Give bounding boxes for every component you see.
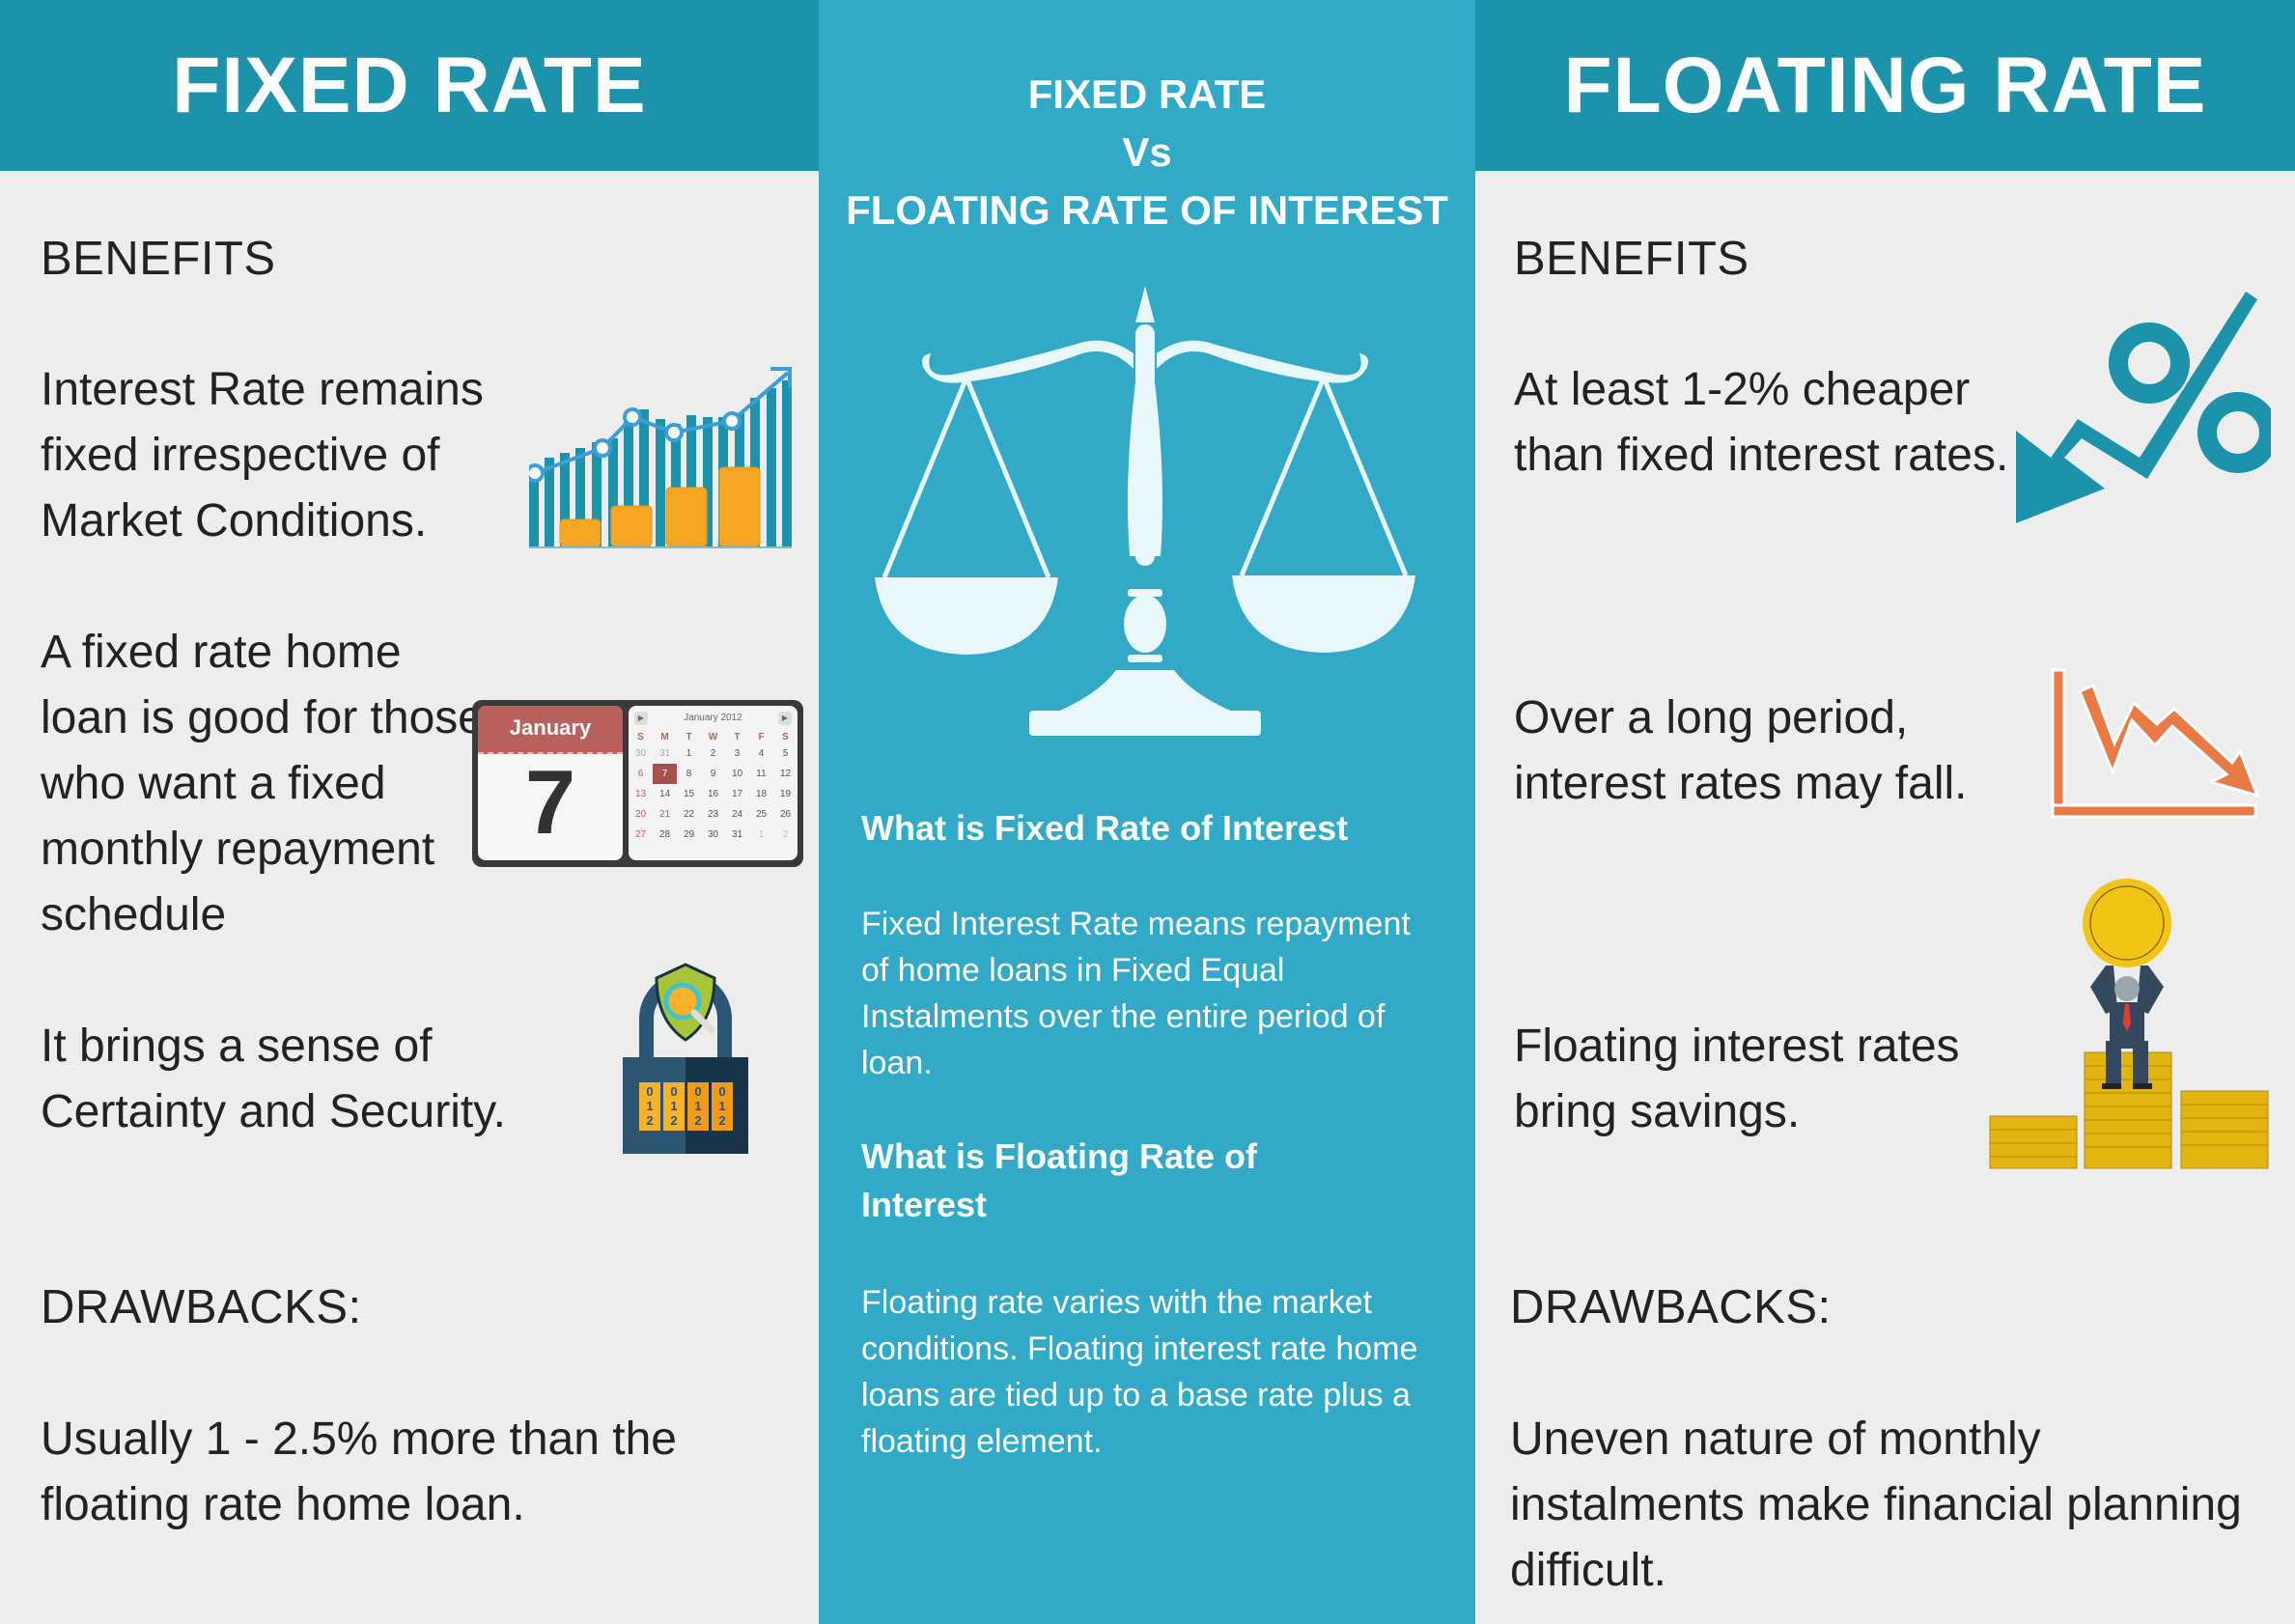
lock-digit: 0	[670, 1084, 677, 1099]
day-cell: 20	[634, 809, 647, 820]
floating-drawbacks-label: DRAWBACKS:	[1510, 1281, 1832, 1333]
weekday: M	[660, 732, 669, 742]
combination-padlock-shield-icon: 012 012 012 012	[623, 963, 748, 1154]
floating-benefit-1: At least 1-2% cheaper than fixed interes…	[1514, 364, 2009, 481]
day-cell: 19	[779, 789, 792, 799]
day-cell: 1	[758, 829, 765, 840]
day-cell: 31	[731, 829, 743, 840]
day-cell: 13	[634, 789, 647, 799]
lock-digit: 2	[646, 1113, 653, 1128]
day-cell: 26	[779, 809, 792, 820]
day-cell: 3	[734, 748, 741, 759]
title-line-floating: FLOATING RATE OF INTEREST	[846, 187, 1448, 233]
day-cell: 29	[683, 829, 695, 840]
calendar-header: January 2012	[684, 713, 742, 723]
floating-benefit-2: Over a long period, interest rates may f…	[1514, 692, 1968, 809]
lock-digit: 1	[646, 1099, 653, 1113]
day-cell: 30	[707, 829, 719, 840]
lock-digit: 0	[646, 1084, 653, 1099]
day-cell: 21	[658, 809, 671, 820]
calendar-month-label: January	[478, 706, 623, 754]
calendar-page: January 7	[478, 706, 623, 860]
fixed-rate-panel: FIXED RATE BENEFITS Interest Rate remain…	[0, 0, 819, 1624]
day-cell: 8	[686, 769, 692, 779]
lock-digit: 2	[694, 1113, 701, 1128]
day-cell: 25	[755, 809, 768, 820]
fixed-drawback: Usually 1 - 2.5% more than the floating …	[41, 1414, 677, 1530]
weekday: T	[734, 732, 741, 742]
percent-down-arrow-icon	[2016, 292, 2271, 523]
calendar-next-button[interactable]: ▶	[778, 712, 792, 725]
calendar-prev-button[interactable]: ▶	[634, 712, 648, 725]
day-cell: 15	[683, 789, 695, 799]
title-line-fixed: FIXED RATE	[1027, 71, 1267, 117]
day-cell: 27	[634, 829, 647, 840]
floating-drawback: Uneven nature of monthly instalments mak…	[1510, 1414, 2242, 1596]
lock-digit: 1	[718, 1099, 725, 1113]
day-cell: 31	[658, 748, 671, 759]
weekday: F	[758, 732, 765, 742]
weekday: S	[637, 732, 644, 742]
rising-bar-chart-coins-icon	[529, 367, 792, 548]
balance-scale-icon	[875, 286, 1415, 736]
fixed-benefit-2: A fixed rate home loan is good for those…	[41, 627, 484, 940]
falling-line-chart-icon	[2051, 668, 2259, 819]
floating-benefit-3: Floating interest rates bring savings.	[1514, 1021, 1960, 1137]
day-cell: 28	[658, 829, 671, 840]
day-cell: 23	[707, 809, 719, 820]
floating-rate-panel: FLOATING RATE BENEFITS At least 1-2% che…	[1475, 0, 2295, 1624]
day-cell: 9	[710, 769, 716, 779]
title-line-vs: Vs	[1122, 129, 1172, 175]
day-cell: 12	[779, 769, 792, 779]
day-cell: 18	[755, 789, 768, 799]
day-cell: 17	[731, 789, 743, 799]
fixed-benefit-1: Interest Rate remains fixed irrespective…	[41, 364, 484, 546]
fixed-benefits-label: BENEFITS	[41, 233, 276, 285]
day-cell: 1	[686, 748, 692, 759]
lock-digit: 1	[694, 1099, 701, 1113]
day-cell: 14	[658, 789, 671, 799]
day-cell: 5	[782, 748, 789, 759]
day-cell: 16	[707, 789, 719, 799]
floating-rate-title: FLOATING RATE	[1475, 0, 2295, 171]
man-on-coin-stacks-icon	[1989, 879, 2269, 1169]
calendar-day-number: 7	[524, 751, 576, 853]
floating-rate-definition-heading: What is Floating Rate of Interest	[861, 1136, 1257, 1224]
floating-benefits-label: BENEFITS	[1514, 233, 1749, 285]
day-cell: 4	[758, 748, 765, 759]
day-cell: 6	[637, 769, 644, 779]
day-cell: 2	[710, 748, 716, 759]
floating-rate-definition-body: Floating rate varies with the market con…	[861, 1284, 1418, 1460]
lock-digit: 0	[718, 1084, 725, 1099]
comparison-title: FIXED RATE Vs FLOATING RATE OF INTEREST	[819, 66, 1475, 239]
fixed-rate-title: FIXED RATE	[0, 0, 819, 171]
fixed-benefit-3: It brings a sense of Certainty and Secur…	[41, 1021, 506, 1137]
weekday: S	[782, 732, 789, 742]
weekday: T	[686, 732, 692, 742]
lock-digit: 1	[670, 1099, 677, 1113]
day-cell: 10	[731, 769, 743, 779]
day-cell: 30	[634, 748, 647, 759]
lock-digit: 2	[670, 1113, 677, 1128]
weekday: W	[708, 732, 718, 742]
day-cell: 24	[731, 809, 743, 820]
day-cell: 11	[756, 769, 767, 779]
comparison-panel: FIXED RATE Vs FLOATING RATE OF INTEREST …	[819, 0, 1475, 1624]
selected-day-cell: 7	[653, 764, 677, 784]
lock-digit: 0	[694, 1084, 701, 1099]
lock-digit: 2	[718, 1113, 725, 1128]
fixed-rate-definition-heading: What is Fixed Rate of Interest	[861, 808, 1349, 848]
fixed-rate-definition-body: Fixed Interest Rate means repayment of h…	[861, 906, 1411, 1081]
day-cell: 22	[683, 809, 695, 820]
fixed-drawbacks-label: DRAWBACKS:	[41, 1281, 362, 1333]
day-cell: 2	[782, 829, 789, 840]
